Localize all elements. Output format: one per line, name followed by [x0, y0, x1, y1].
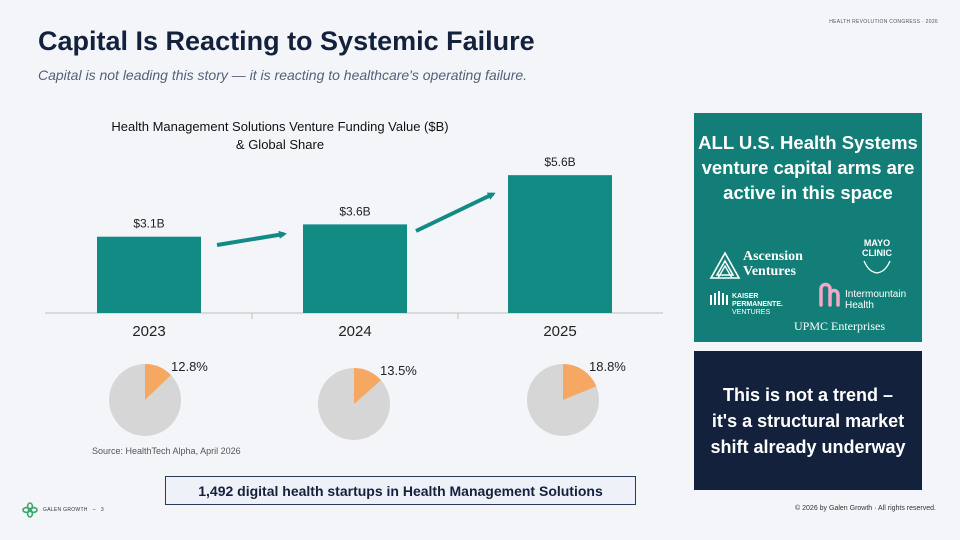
bar-2025 — [508, 175, 612, 313]
intermountain-text: Intermountain — [845, 289, 907, 300]
chart-title-line-1: Health Management Solutions Venture Fund… — [111, 119, 449, 134]
chart-title: Health Management Solutions Venture Fund… — [110, 118, 450, 154]
mayo-shield-icon — [863, 260, 891, 274]
pie-2024-share — [354, 368, 381, 404]
growth-arrow-2 — [415, 192, 496, 233]
galen-growth-logo-icon — [22, 502, 38, 518]
pie-2025-share — [563, 364, 597, 400]
ascension-ventures-text: Ventures — [743, 264, 796, 279]
bar-label-2023: $3.1B — [133, 217, 164, 231]
pie-label-2024: 13.5% — [380, 363, 417, 378]
permanente-text: PERMANENTE. — [732, 301, 783, 308]
structural-shift-callout: This is not a trend – it's a structural … — [694, 351, 922, 490]
startups-callout: 1,492 digital health startups in Health … — [165, 476, 636, 505]
bar-label-2025: $5.6B — [544, 155, 575, 169]
ascension-text: Ascension — [743, 249, 803, 264]
kaiser-sun-icon — [710, 291, 728, 305]
pie-2023-share — [145, 364, 171, 400]
x-tick-label-2023: 2023 — [132, 323, 165, 340]
x-tick-label-2024: 2024 — [338, 323, 371, 340]
bar-2024 — [303, 224, 407, 313]
footer-brand: GALEN GROWTH – 3 — [22, 502, 104, 518]
footer-brand-name: GALEN GROWTH — [43, 507, 88, 513]
upmc-enterprises-logo: UPMC Enterprises — [794, 319, 885, 333]
clinic-text: CLINIC — [862, 248, 892, 258]
pie-label-2025: 18.8% — [589, 359, 626, 374]
page-subtitle: Capital is not leading this story — it i… — [38, 67, 528, 83]
mayo-text: MAYO — [863, 238, 891, 248]
ascension-ventures-logo: Ascension Ventures — [743, 249, 803, 279]
pie-label-2023: 12.8% — [171, 359, 208, 374]
vc-arms-panel: ALL U.S. Health Systems venture capital … — [694, 113, 922, 342]
source-note: Source: HealthTech Alpha, April 2026 — [92, 446, 241, 456]
ascension-logo-icon — [709, 251, 741, 279]
kaiser-ventures-text: VENTURES — [732, 309, 771, 316]
growth-arrow-1 — [216, 230, 287, 247]
page-title: Capital Is Reacting to Systemic Failure — [38, 26, 535, 56]
kaiser-permanente-logo: KAISER PERMANENTE. VENTURES — [732, 293, 783, 317]
footer-page-number: 3 — [100, 507, 104, 513]
footer-separator: – — [92, 507, 96, 513]
conference-label: HEALTH REVOLUTION CONGRESS · 2026 — [829, 19, 938, 25]
kaiser-text: KAISER — [732, 293, 759, 300]
funding-chart: $3.1B 2023 $3.6B 2024 $5.6B 2025 12.8% 13.5% 18.… — [45, 155, 663, 440]
x-tick-label-2025: 2025 — [543, 323, 576, 340]
copyright: © 2026 by Galen Growth · All rights rese… — [795, 505, 936, 512]
chart-title-line-2: & Global Share — [235, 137, 325, 152]
bar-2023 — [97, 236, 201, 313]
intermountain-logo-icon — [819, 282, 840, 307]
bar-label-2024: $3.6B — [339, 204, 370, 218]
vc-arms-heading: ALL U.S. Health Systems venture capital … — [698, 132, 918, 203]
intermountain-health-logo: Intermountain Health — [845, 289, 906, 311]
intermountain-health-text: Health — [845, 300, 874, 311]
mayo-clinic-logo: MAYO CLINIC — [857, 238, 897, 258]
